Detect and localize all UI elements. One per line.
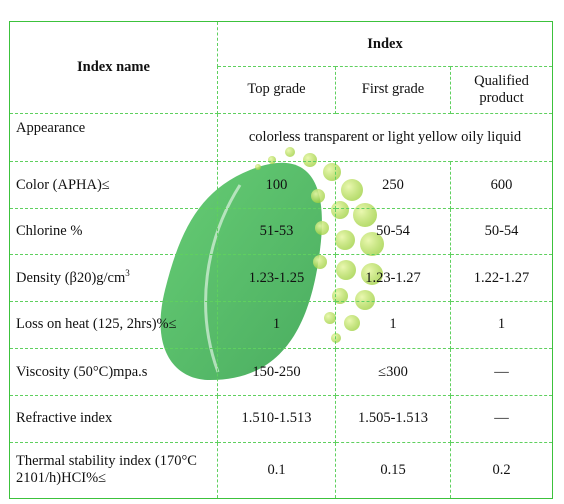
qualified-value: 50-54 [450,208,553,256]
row-name: Appearance [9,112,218,162]
first-grade-value: 1.23-1.27 [335,254,451,302]
row-name: Viscosity (50°C)mpa.s [9,348,218,397]
grade-header-first: First grade [335,66,451,114]
first-grade-value: 50-54 [335,208,451,256]
qualified-value: 1 [450,300,553,350]
table-row: Appearance colorless transparent or ligh… [9,112,553,162]
qualified-value: — [450,395,553,443]
qualified-value: 0.2 [450,441,553,500]
table-row: Refractive index 1.510-1.513 1.505-1.513… [9,395,553,443]
top-grade-value: 150-250 [217,348,336,397]
row-name: Color (APHA)≤ [9,160,218,210]
table-row: Thermal stability index (170°C 2101/h)HC… [9,441,553,500]
row-name: Refractive index [9,395,218,443]
first-grade-value: 250 [335,160,451,210]
table-row: Chlorine % 51-53 50-54 50-54 [9,208,553,256]
row-name: Loss on heat (125, 2hrs)%≤ [9,300,218,350]
row-name: Thermal stability index (170°C 2101/h)HC… [9,441,218,500]
qualified-value: — [450,348,553,397]
first-grade-value: 0.15 [335,441,451,500]
table-header-row: Index name Index [9,20,553,114]
table-row: Color (APHA)≤ 100 250 600 [9,160,553,210]
index-header: Index [217,20,553,68]
superscript: 3 [125,267,130,278]
first-grade-value: 1 [335,300,451,350]
grades-header-row: Top grade First grade Qualified product [10,66,553,114]
qualified-value: 600 [450,160,553,210]
top-grade-value: 0.1 [217,441,336,500]
top-grade-value: 1 [217,300,336,350]
first-grade-value: ≤300 [335,348,451,397]
table-row: Viscosity (50°C)mpa.s 150-250 ≤300 — [9,348,553,397]
appearance-value: colorless transparent or light yellow oi… [217,112,553,162]
top-grade-value: 51-53 [217,208,336,256]
row-name: Density (β20)g/cm3 [9,254,218,302]
spec-table: Index name Index Top grade First grade Q… [9,20,553,500]
row-name: Chlorine % [9,208,218,256]
top-grade-value: 100 [217,160,336,210]
table-row: Density (β20)g/cm3 1.23-1.25 1.23-1.27 1… [9,254,553,302]
table-row: Loss on heat (125, 2hrs)%≤ 1 1 1 [9,300,553,350]
qualified-value: 1.22-1.27 [450,254,553,302]
top-grade-value: 1.510-1.513 [217,395,336,443]
grade-header-top: Top grade [217,66,336,114]
grade-header-qualified: Qualified product [450,66,553,114]
index-name-header: Index name [9,21,218,114]
first-grade-value: 1.505-1.513 [335,395,451,443]
top-grade-value: 1.23-1.25 [217,254,336,302]
